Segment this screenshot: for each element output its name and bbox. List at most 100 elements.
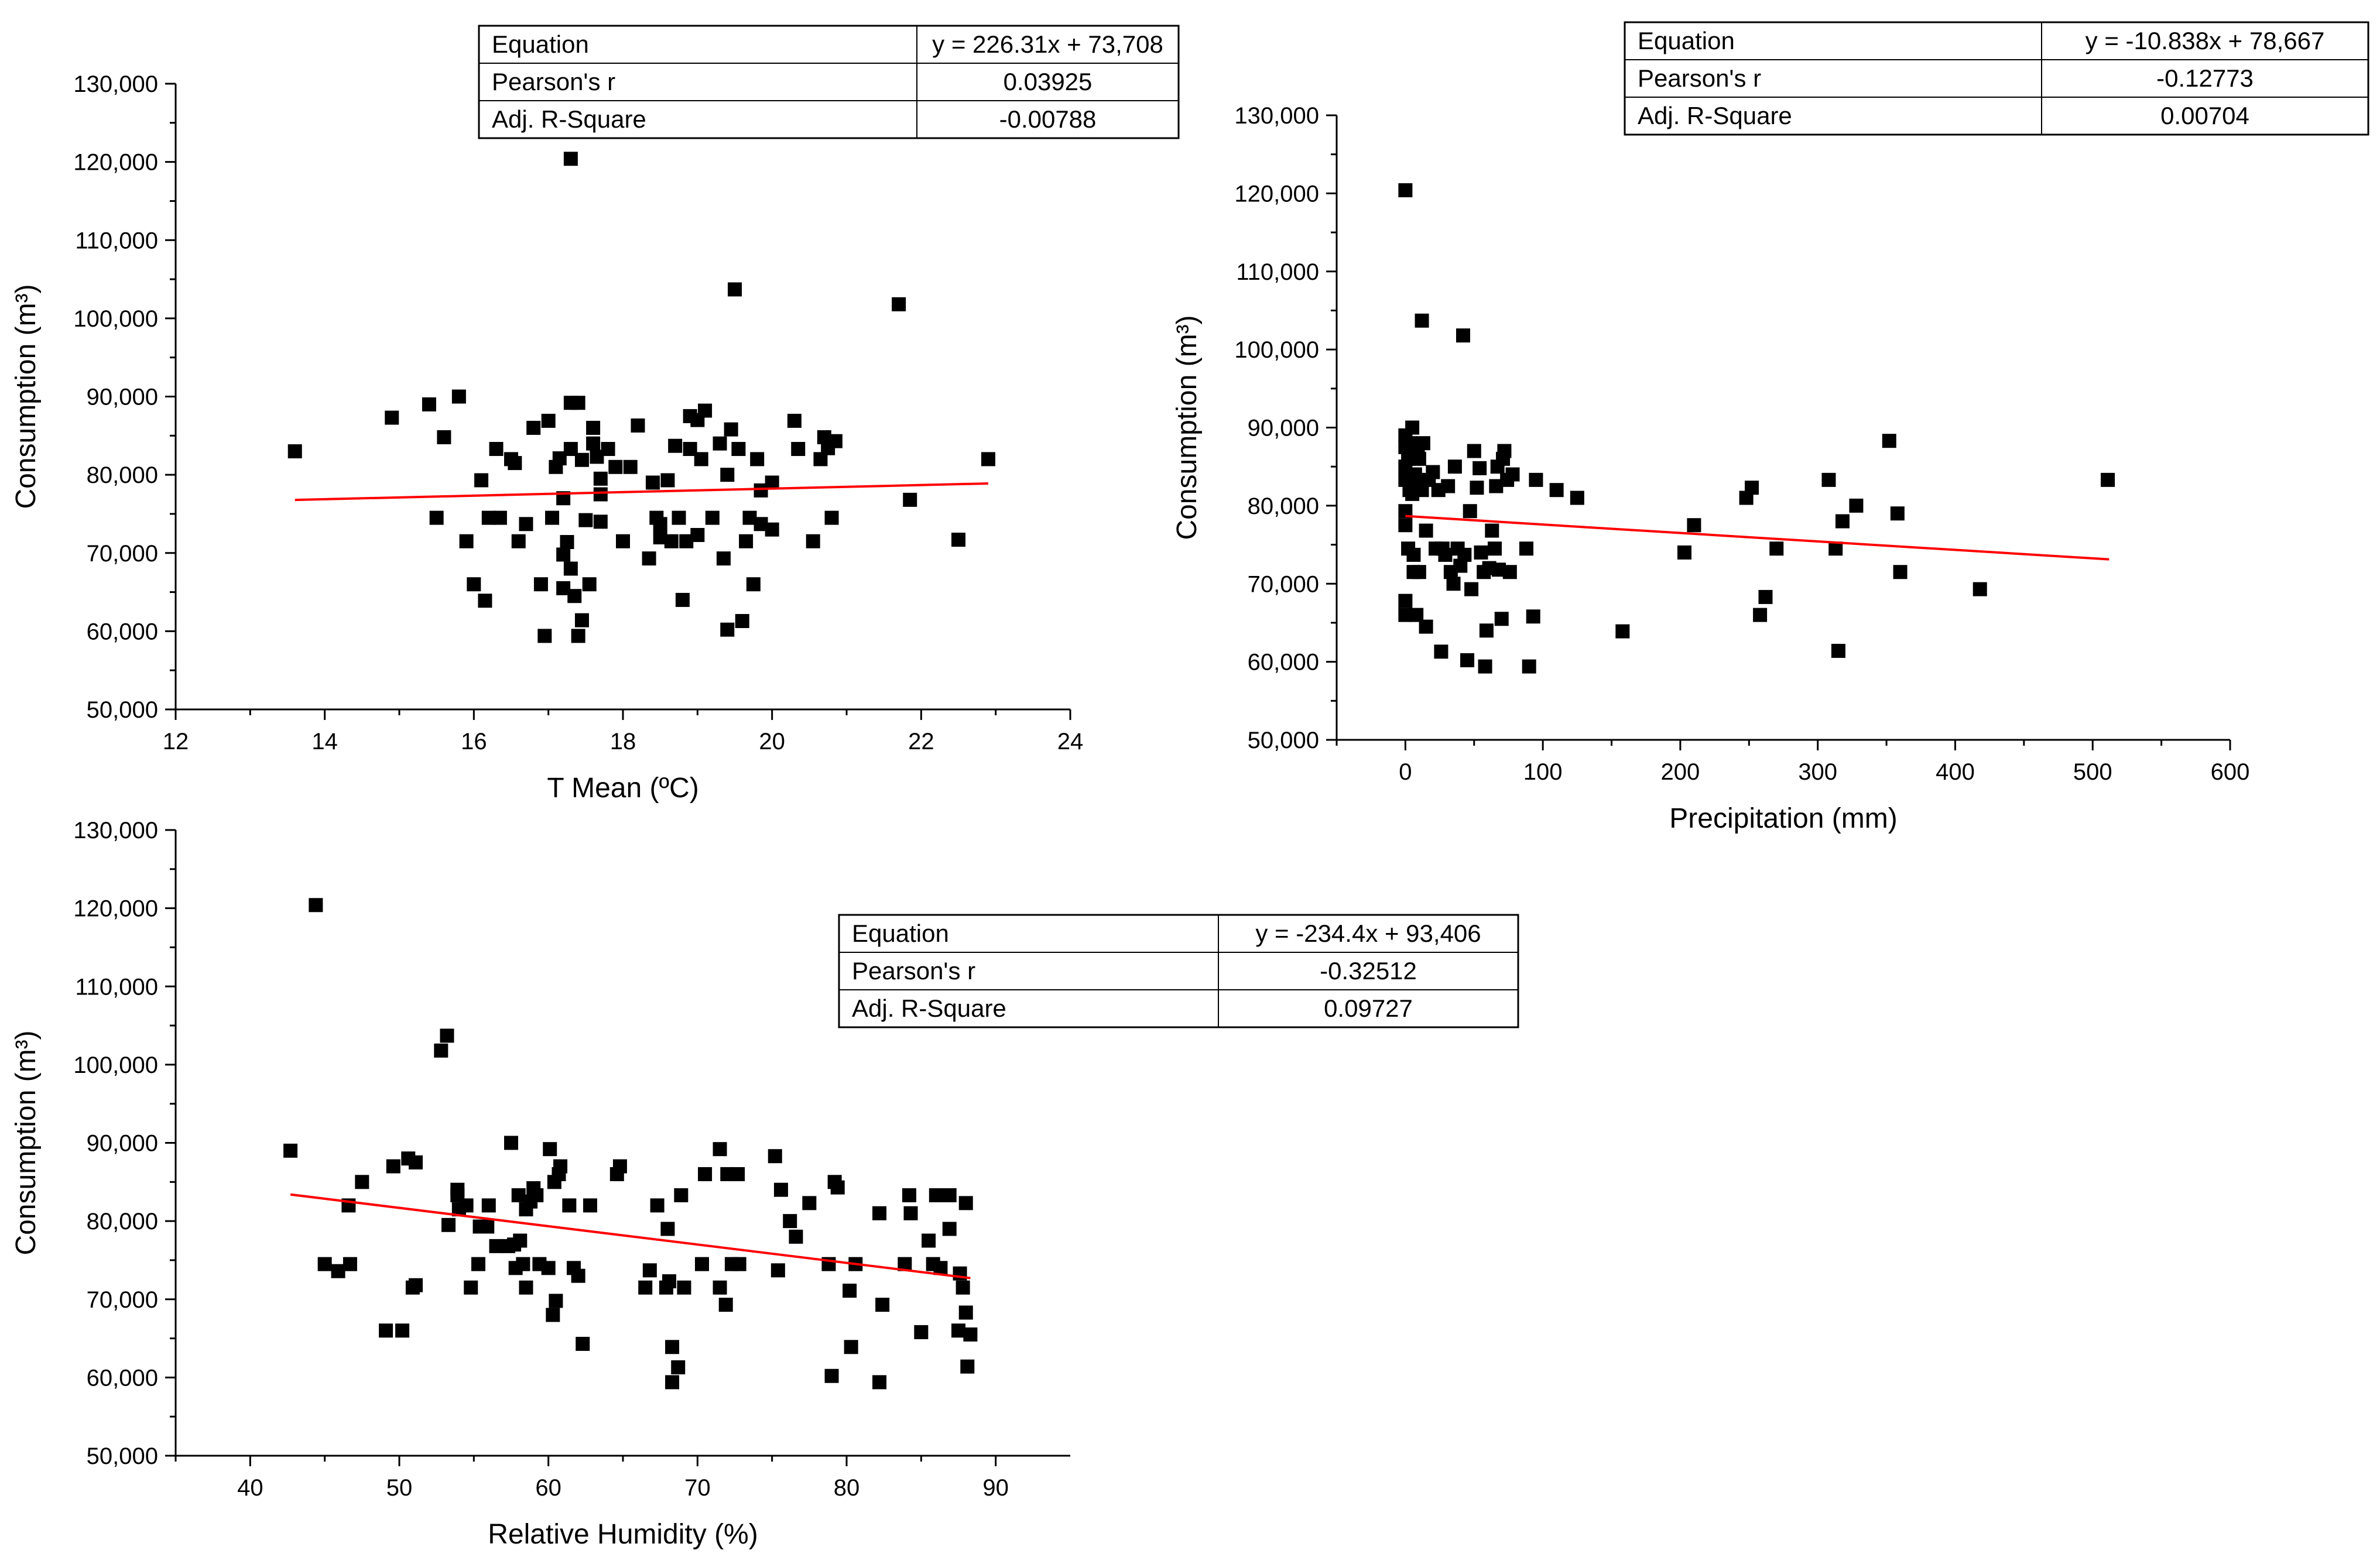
y-tick-label: 130,000 bbox=[73, 818, 158, 843]
data-point bbox=[791, 442, 806, 457]
x-axis-label: Precipitation (mm) bbox=[1669, 803, 1897, 834]
data-point bbox=[1526, 609, 1540, 624]
data-point bbox=[875, 1298, 890, 1312]
data-point bbox=[1890, 506, 1905, 521]
x-tick-label: 12 bbox=[163, 729, 189, 754]
data-point bbox=[593, 515, 608, 529]
data-point bbox=[516, 1257, 530, 1271]
data-point bbox=[409, 1278, 423, 1292]
y-ticks: 50,000 60,000 70,000 80,000 90,000 100,000 110… bbox=[73, 71, 176, 723]
y-tick-label: 80,000 bbox=[87, 1209, 158, 1234]
data-point bbox=[331, 1264, 345, 1278]
data-point bbox=[385, 410, 399, 425]
data-point bbox=[668, 438, 683, 453]
data-point bbox=[556, 547, 571, 562]
x-axis-label: T Mean (ºC) bbox=[547, 773, 698, 804]
data-point bbox=[546, 1308, 560, 1322]
data-point bbox=[802, 1196, 817, 1210]
data-point bbox=[309, 898, 323, 913]
data-point bbox=[731, 442, 746, 457]
data-point bbox=[608, 459, 623, 474]
data-points bbox=[1398, 183, 2115, 674]
x-tick-label: 20 bbox=[759, 729, 785, 754]
data-point bbox=[773, 1182, 788, 1197]
y-ticks: 50,000 60,000 70,000 80,000 90,000 100,000 110… bbox=[73, 818, 176, 1469]
fit-line bbox=[290, 1193, 971, 1280]
data-point bbox=[1446, 577, 1461, 591]
data-point bbox=[533, 577, 548, 592]
data-point bbox=[705, 510, 720, 525]
stats-row-label: Pearson's r bbox=[492, 68, 615, 95]
y-tick-label: 60,000 bbox=[87, 619, 158, 644]
y-tick-label: 50,000 bbox=[87, 1443, 158, 1469]
data-point bbox=[562, 1198, 577, 1213]
data-point bbox=[1467, 444, 1481, 458]
x-tick-label: 400 bbox=[1936, 759, 1975, 785]
y-tick-label: 50,000 bbox=[1248, 728, 1319, 753]
stats-row-label: Adj. R-Square bbox=[852, 994, 1006, 1022]
data-point bbox=[1405, 420, 1420, 435]
stats-row-value: y = -234.4x + 93,406 bbox=[1255, 920, 1481, 947]
data-point bbox=[631, 418, 645, 433]
data-point bbox=[914, 1325, 929, 1339]
data-point bbox=[660, 473, 675, 488]
y-axis-label: Consumption (m³) bbox=[11, 284, 42, 509]
data-point bbox=[843, 1284, 857, 1298]
data-point bbox=[1497, 444, 1512, 458]
y-tick-label: 90,000 bbox=[87, 385, 158, 410]
y-tick-label: 130,000 bbox=[73, 71, 158, 97]
data-point bbox=[567, 589, 582, 603]
data-point bbox=[1460, 653, 1475, 667]
data-point bbox=[830, 1180, 845, 1195]
data-point bbox=[343, 1257, 357, 1271]
data-point bbox=[1494, 612, 1509, 626]
data-point bbox=[386, 1159, 400, 1174]
data-point bbox=[698, 1167, 713, 1181]
data-point bbox=[582, 577, 597, 592]
data-point bbox=[508, 456, 522, 471]
data-point bbox=[844, 1340, 858, 1354]
data-point bbox=[942, 1222, 957, 1236]
x-tick-label: 80 bbox=[834, 1475, 860, 1501]
data-point bbox=[660, 1222, 675, 1236]
data-point bbox=[929, 1188, 943, 1203]
data-point bbox=[1464, 582, 1479, 596]
data-point bbox=[872, 1375, 887, 1390]
data-point bbox=[409, 1155, 423, 1169]
data-point bbox=[583, 1198, 597, 1213]
data-point bbox=[824, 1368, 839, 1383]
x-tick-label: 16 bbox=[461, 729, 487, 754]
data-point bbox=[543, 1142, 557, 1157]
data-point bbox=[713, 1280, 727, 1295]
data-point bbox=[958, 1305, 973, 1320]
y-tick-label: 90,000 bbox=[1248, 416, 1319, 441]
data-point bbox=[2101, 472, 2115, 487]
data-point bbox=[1457, 547, 1472, 562]
scatter-panel-humidity: 50,000 60,000 70,000 80,000 90,000 100,000 110… bbox=[11, 818, 1519, 1550]
data-point bbox=[662, 1274, 676, 1289]
data-point bbox=[1745, 481, 1759, 495]
data-point bbox=[1426, 465, 1440, 479]
data-point bbox=[720, 468, 735, 482]
y-tick-label: 50,000 bbox=[87, 697, 158, 723]
stats-row-label: Equation bbox=[492, 30, 589, 58]
data-point bbox=[642, 1263, 657, 1278]
data-point bbox=[1522, 659, 1536, 674]
data-point bbox=[942, 1188, 957, 1203]
stats-row-value: y = 226.31x + 73,708 bbox=[932, 30, 1163, 58]
x-tick-label: 70 bbox=[684, 1475, 711, 1501]
data-point bbox=[664, 534, 679, 548]
data-point bbox=[471, 1257, 485, 1271]
data-point bbox=[519, 1280, 533, 1295]
data-point bbox=[1570, 491, 1584, 505]
y-tick-label: 100,000 bbox=[73, 306, 158, 332]
data-point bbox=[739, 534, 754, 548]
stats-row-label: Equation bbox=[852, 920, 949, 947]
data-point bbox=[698, 403, 713, 418]
data-point bbox=[1416, 436, 1430, 451]
x-tick-label: 50 bbox=[386, 1475, 413, 1501]
data-point bbox=[1753, 608, 1768, 622]
data-point bbox=[872, 1206, 887, 1220]
stats-row-label: Pearson's r bbox=[852, 957, 975, 985]
y-tick-label: 100,000 bbox=[1234, 337, 1319, 363]
